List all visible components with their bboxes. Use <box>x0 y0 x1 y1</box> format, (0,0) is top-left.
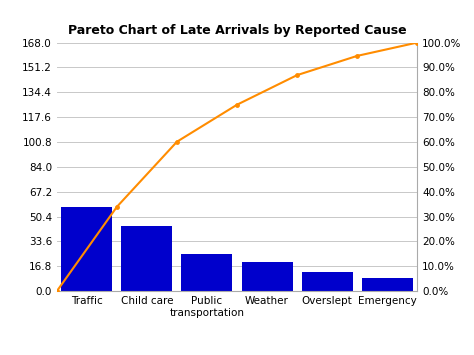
Bar <box>182 254 232 291</box>
Bar <box>241 262 292 291</box>
Bar <box>61 207 112 291</box>
Bar <box>362 278 412 291</box>
Bar <box>301 272 353 291</box>
Bar <box>121 226 173 291</box>
Title: Pareto Chart of Late Arrivals by Reported Cause: Pareto Chart of Late Arrivals by Reporte… <box>68 24 406 37</box>
